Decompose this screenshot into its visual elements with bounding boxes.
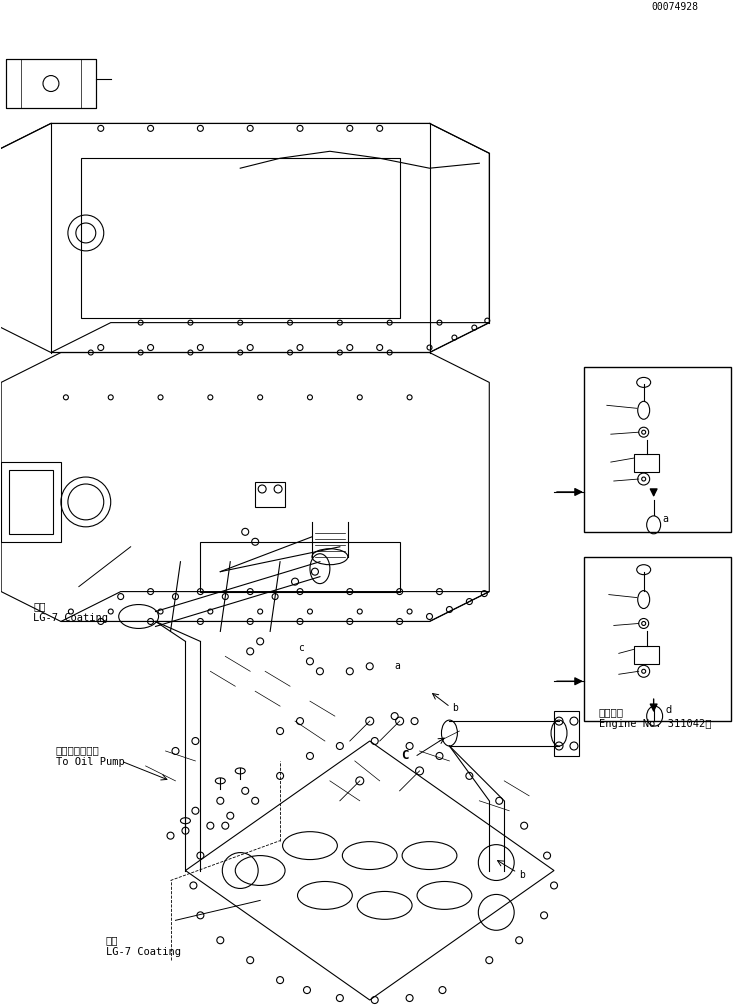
Text: オイルポンプへ
To Oil Pump: オイルポンプへ To Oil Pump	[56, 745, 125, 766]
Bar	[1, 462, 61, 542]
Text: c: c	[298, 643, 304, 654]
Text: 適用号機
Engine No. 311042～: 適用号機 Engine No. 311042～	[599, 708, 711, 729]
Text: 00074928: 00074928	[652, 2, 698, 12]
Text: C: C	[402, 749, 409, 762]
Bar	[255, 482, 285, 507]
Bar	[584, 368, 731, 532]
Bar	[554, 711, 579, 756]
Bar	[6, 58, 96, 109]
Bar	[634, 454, 658, 472]
Bar	[81, 158, 400, 317]
Bar	[201, 542, 400, 591]
Text: d: d	[666, 705, 672, 715]
Text: 塗布
LG-7 Coating: 塗布 LG-7 Coating	[106, 936, 181, 957]
Bar	[9, 470, 53, 534]
Text: b: b	[452, 703, 458, 713]
Text: b: b	[519, 870, 525, 880]
Bar	[584, 557, 731, 721]
Bar	[6, 58, 96, 109]
Text: 塗布
LG-7 Coating: 塗布 LG-7 Coating	[33, 601, 108, 623]
Bar	[634, 646, 658, 665]
Text: a: a	[663, 514, 669, 524]
Text: a: a	[395, 662, 400, 672]
